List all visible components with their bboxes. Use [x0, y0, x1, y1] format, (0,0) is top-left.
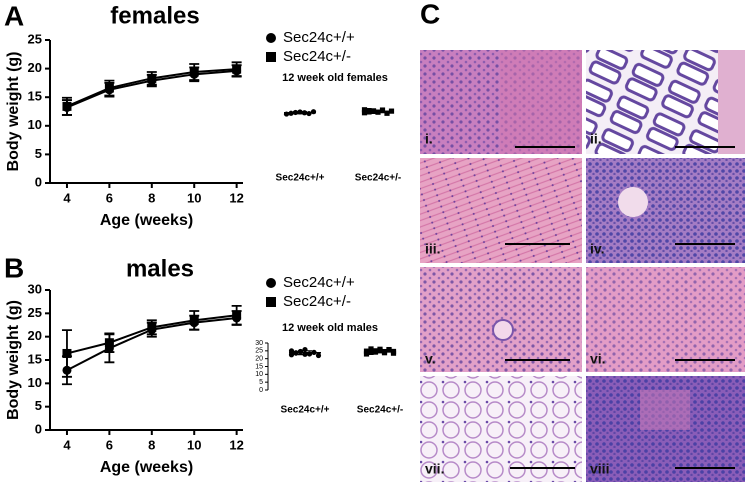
image-label: iv.	[590, 241, 605, 257]
x-tick-label: Sec24c+/-	[357, 405, 403, 416]
y-tick-label: 10	[28, 375, 42, 390]
marker	[384, 110, 390, 116]
marker	[232, 310, 242, 320]
histology-image	[586, 376, 745, 482]
image-label: vii.	[425, 461, 444, 477]
y-axis-label: Body weight (g)	[5, 52, 22, 172]
x-tick-label: 8	[148, 437, 155, 452]
image-label: ii.	[590, 131, 602, 147]
marker	[104, 338, 114, 348]
y-tick-label: 5	[259, 379, 263, 386]
marker	[386, 346, 392, 353]
y-tick-label: 0	[35, 174, 42, 189]
x-tick-label: Sec24c+/-	[355, 173, 401, 184]
y-tick-label: 25	[255, 348, 263, 355]
marker	[363, 351, 370, 357]
x-tick-label: 12	[229, 437, 243, 452]
y-tick-label: 10	[255, 371, 263, 378]
image-label: viii	[590, 461, 609, 477]
x-tick-label: 4	[63, 437, 71, 452]
sd-bar	[373, 348, 387, 354]
marker	[368, 346, 374, 352]
x-axis-label: Age (weeks)	[100, 459, 193, 476]
marker	[361, 110, 368, 116]
marker	[189, 67, 199, 77]
histology-image	[586, 50, 745, 154]
x-tick-label: 12	[229, 190, 243, 205]
legend-marker	[266, 297, 276, 307]
histology-image	[420, 267, 582, 372]
x-tick-label: Sec24c+/+	[276, 173, 325, 184]
legend-label: Sec24c+/+	[283, 274, 355, 291]
histology-image	[586, 158, 745, 263]
marker	[62, 101, 72, 111]
chart-title: females	[110, 2, 199, 29]
y-axis-label: Body weight (g)	[5, 300, 22, 420]
y-tick-label: 20	[28, 328, 42, 343]
y-tick-label: 20	[28, 60, 42, 75]
y-tick-label: 30	[28, 281, 42, 296]
legend-label: Sec24c+/+	[283, 29, 355, 46]
marker	[368, 349, 374, 355]
panel-label: B	[4, 252, 24, 283]
y-tick-label: 0	[35, 421, 42, 436]
histology-image	[420, 50, 582, 154]
axis-line	[49, 40, 243, 184]
x-tick-label: 10	[187, 437, 201, 452]
image-label: iii.	[425, 241, 441, 257]
marker	[315, 352, 322, 359]
image-label: v.	[425, 351, 436, 367]
marker	[147, 322, 157, 332]
y-tick-label: 25	[28, 31, 42, 46]
legend-marker	[266, 278, 276, 288]
x-tick-label: 10	[187, 190, 201, 205]
marker	[104, 83, 114, 93]
legend-label: Sec24c+/-	[283, 48, 351, 65]
chart-title: 12 week old males	[282, 322, 378, 334]
y-tick-label: 15	[28, 351, 42, 366]
histology-image	[586, 267, 745, 372]
histology-panel: i. ii. iii. iv. v. vi. vii. viii	[420, 50, 745, 482]
y-tick-label: 30	[255, 340, 263, 347]
marker	[306, 110, 312, 117]
marker	[62, 348, 72, 358]
x-tick-label: 4	[63, 190, 71, 205]
y-tick-label: 5	[35, 146, 42, 161]
x-axis-label: Age (weeks)	[100, 212, 193, 229]
legend-marker	[266, 33, 276, 43]
chart-title: 12 week old females	[282, 72, 388, 84]
y-tick-label: 20	[255, 356, 263, 363]
sd-bar	[293, 111, 307, 115]
sd-bar	[298, 350, 312, 356]
y-tick-label: 15	[28, 89, 42, 104]
legend-label: Sec24c+/-	[283, 293, 351, 310]
marker	[361, 107, 368, 113]
x-tick-label: 6	[106, 190, 113, 205]
y-tick-label: 0	[259, 387, 263, 394]
y-tick-label: 10	[28, 117, 42, 132]
chart-title: males	[126, 255, 194, 282]
x-tick-label: 8	[148, 190, 155, 205]
y-tick-label: 15	[255, 363, 263, 370]
y-tick-label: 25	[28, 305, 42, 320]
axis-line	[49, 290, 243, 431]
image-label: vi.	[590, 351, 606, 367]
marker	[372, 349, 379, 355]
marker	[147, 73, 157, 83]
legend-marker	[266, 52, 276, 62]
panel-label: C	[420, 0, 440, 29]
marker	[232, 64, 242, 74]
histology-image	[420, 158, 582, 263]
y-tick-label: 5	[35, 398, 42, 413]
x-tick-label: 6	[106, 437, 113, 452]
sd-bar	[371, 109, 385, 114]
histology-image	[420, 376, 582, 482]
panel-label: A	[4, 0, 24, 31]
image-label: i.	[425, 131, 433, 147]
x-tick-label: Sec24c+/+	[281, 405, 330, 416]
marker	[189, 315, 199, 325]
